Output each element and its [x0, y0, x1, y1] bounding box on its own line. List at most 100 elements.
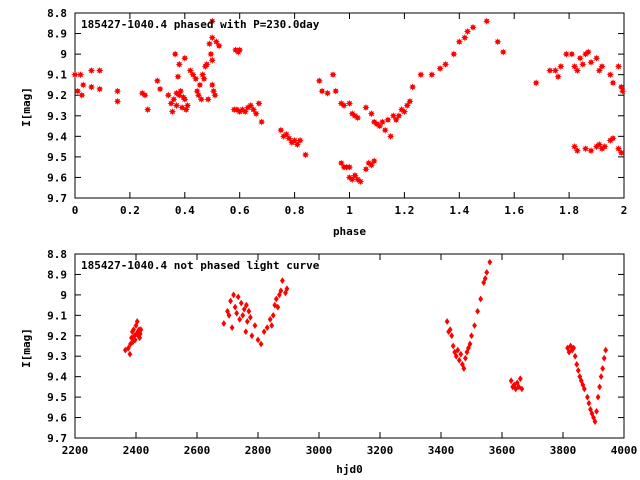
- data-point-star: [208, 56, 216, 64]
- data-point-diamond: [467, 340, 473, 348]
- data-point-diamond: [594, 408, 599, 415]
- data-point-star: [568, 50, 576, 58]
- data-point-diamond: [226, 311, 232, 319]
- data-point-diamond: [231, 291, 236, 299]
- data-point-star: [315, 77, 323, 85]
- data-point-star: [144, 106, 152, 114]
- data-point-star: [71, 71, 79, 79]
- data-point-star: [96, 66, 104, 75]
- y-tick-label: 9.1: [47, 69, 67, 82]
- data-point-star: [255, 99, 263, 108]
- data-point-star: [168, 108, 177, 116]
- data-point-star: [177, 87, 185, 95]
- data-point-star: [595, 140, 603, 149]
- x-axis-label: hjd0: [336, 463, 363, 476]
- data-point-diamond: [134, 318, 140, 325]
- data-point-diamond: [228, 297, 233, 305]
- data-point-star: [208, 81, 216, 89]
- data-point-star: [164, 91, 172, 99]
- data-point-diamond: [475, 307, 480, 315]
- data-point-star: [197, 95, 205, 103]
- data-point-star: [532, 79, 540, 87]
- data-point-diamond: [458, 350, 464, 358]
- data-point-star: [395, 112, 403, 120]
- y-tick-label: 9.5: [47, 151, 67, 164]
- data-point-star: [277, 126, 285, 134]
- data-point-diamond: [572, 352, 578, 360]
- data-point-diamond: [469, 332, 474, 340]
- data-point-star: [192, 75, 200, 83]
- x-tick-label: 3600: [489, 444, 516, 457]
- data-point-star: [208, 17, 216, 25]
- data-point-diamond: [122, 346, 128, 354]
- y-tick-label: 9.3: [47, 350, 67, 363]
- data-point-diamond: [137, 334, 143, 342]
- data-point-star: [455, 38, 463, 46]
- data-point-star: [156, 85, 164, 93]
- data-point-diamond: [264, 324, 270, 331]
- data-point-star: [409, 83, 417, 91]
- data-point-diamond: [484, 269, 490, 276]
- data-point-star: [337, 159, 345, 167]
- data-point-diamond: [478, 295, 484, 303]
- data-point-diamond: [600, 365, 606, 372]
- data-point-diamond: [246, 307, 252, 315]
- data-point-star: [167, 99, 175, 108]
- plot-frame: [74, 253, 625, 439]
- data-point-diamond: [601, 354, 607, 362]
- y-tick-label: 9.7: [47, 192, 67, 205]
- data-point-diamond: [598, 373, 604, 381]
- data-point-star: [113, 87, 122, 95]
- data-point-star: [170, 95, 178, 103]
- data-point-diamond: [130, 338, 136, 346]
- y-tick-label: 9: [60, 48, 67, 61]
- data-point-star: [598, 62, 606, 71]
- data-point-star: [258, 118, 266, 126]
- data-point-star: [570, 62, 579, 71]
- data-point-diamond: [284, 285, 290, 293]
- data-point-diamond: [240, 311, 246, 319]
- data-point-star: [576, 54, 584, 62]
- x-tick-label: 1.2: [394, 204, 414, 217]
- y-tick-label: 8.9: [47, 28, 67, 41]
- data-point-star: [204, 95, 212, 103]
- data-point-star: [584, 48, 592, 56]
- data-point-diamond: [244, 301, 249, 309]
- data-point-diamond: [234, 309, 240, 317]
- data-point-star: [494, 38, 502, 46]
- data-point-diamond: [575, 367, 581, 374]
- data-point-star: [557, 62, 565, 71]
- unphased-light-curve-chart: 2200 2400 2600 2800 3000 3200 3400 3600 3800 4000…: [20, 248, 637, 476]
- x-tick-label: 0.4: [175, 204, 195, 217]
- y-tick-label: 9.6: [47, 171, 67, 184]
- data-point-star: [562, 50, 570, 58]
- x-tick-label: 2: [621, 204, 628, 217]
- data-point-star: [587, 58, 595, 66]
- data-point-star: [392, 116, 400, 124]
- data-point-star: [96, 85, 104, 93]
- data-point-star: [87, 66, 96, 75]
- data-point-star: [200, 75, 208, 83]
- data-point-star: [417, 71, 425, 79]
- data-point-diamond: [249, 332, 255, 340]
- data-point-star: [389, 112, 398, 120]
- data-point-diamond: [456, 356, 462, 364]
- data-point-star: [601, 143, 609, 151]
- data-point-star: [181, 95, 189, 103]
- data-point-diamond: [585, 393, 590, 401]
- data-point-star: [87, 83, 96, 91]
- data-point-diamond: [597, 383, 602, 391]
- data-point-diamond: [514, 379, 520, 387]
- data-point-star: [296, 136, 304, 145]
- data-point-star: [384, 116, 392, 124]
- data-point-diamond: [463, 354, 468, 362]
- data-point-diamond: [255, 336, 261, 344]
- x-tick-label: 0.8: [285, 204, 305, 217]
- data-point-star: [546, 66, 554, 75]
- data-point-star: [617, 149, 625, 157]
- y-tick-label: 9.7: [47, 432, 67, 445]
- chart-title: 185427-1040.4 phased with P=230.0day: [81, 18, 320, 31]
- data-point-star: [186, 66, 194, 75]
- x-tick-label: 1.6: [504, 204, 524, 217]
- data-point-diamond: [450, 342, 456, 350]
